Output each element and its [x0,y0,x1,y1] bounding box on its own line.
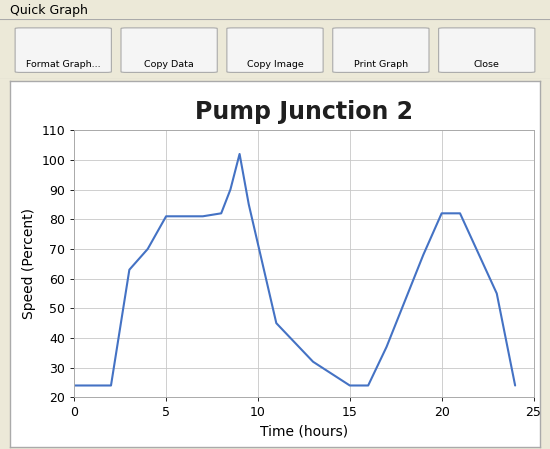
Text: Print Graph: Print Graph [354,60,408,69]
FancyBboxPatch shape [121,28,217,72]
X-axis label: Time (hours): Time (hours) [260,425,348,439]
Title: Pump Junction 2: Pump Junction 2 [195,100,413,124]
FancyBboxPatch shape [227,28,323,72]
Text: Quick Graph: Quick Graph [10,4,88,17]
Text: Close: Close [474,60,500,69]
Text: Copy Image: Copy Image [246,60,304,69]
FancyBboxPatch shape [15,28,111,72]
Text: Copy Data: Copy Data [144,60,194,69]
FancyBboxPatch shape [333,28,429,72]
Text: Format Graph...: Format Graph... [26,60,101,69]
FancyBboxPatch shape [439,28,535,72]
Y-axis label: Speed (Percent): Speed (Percent) [22,208,36,319]
